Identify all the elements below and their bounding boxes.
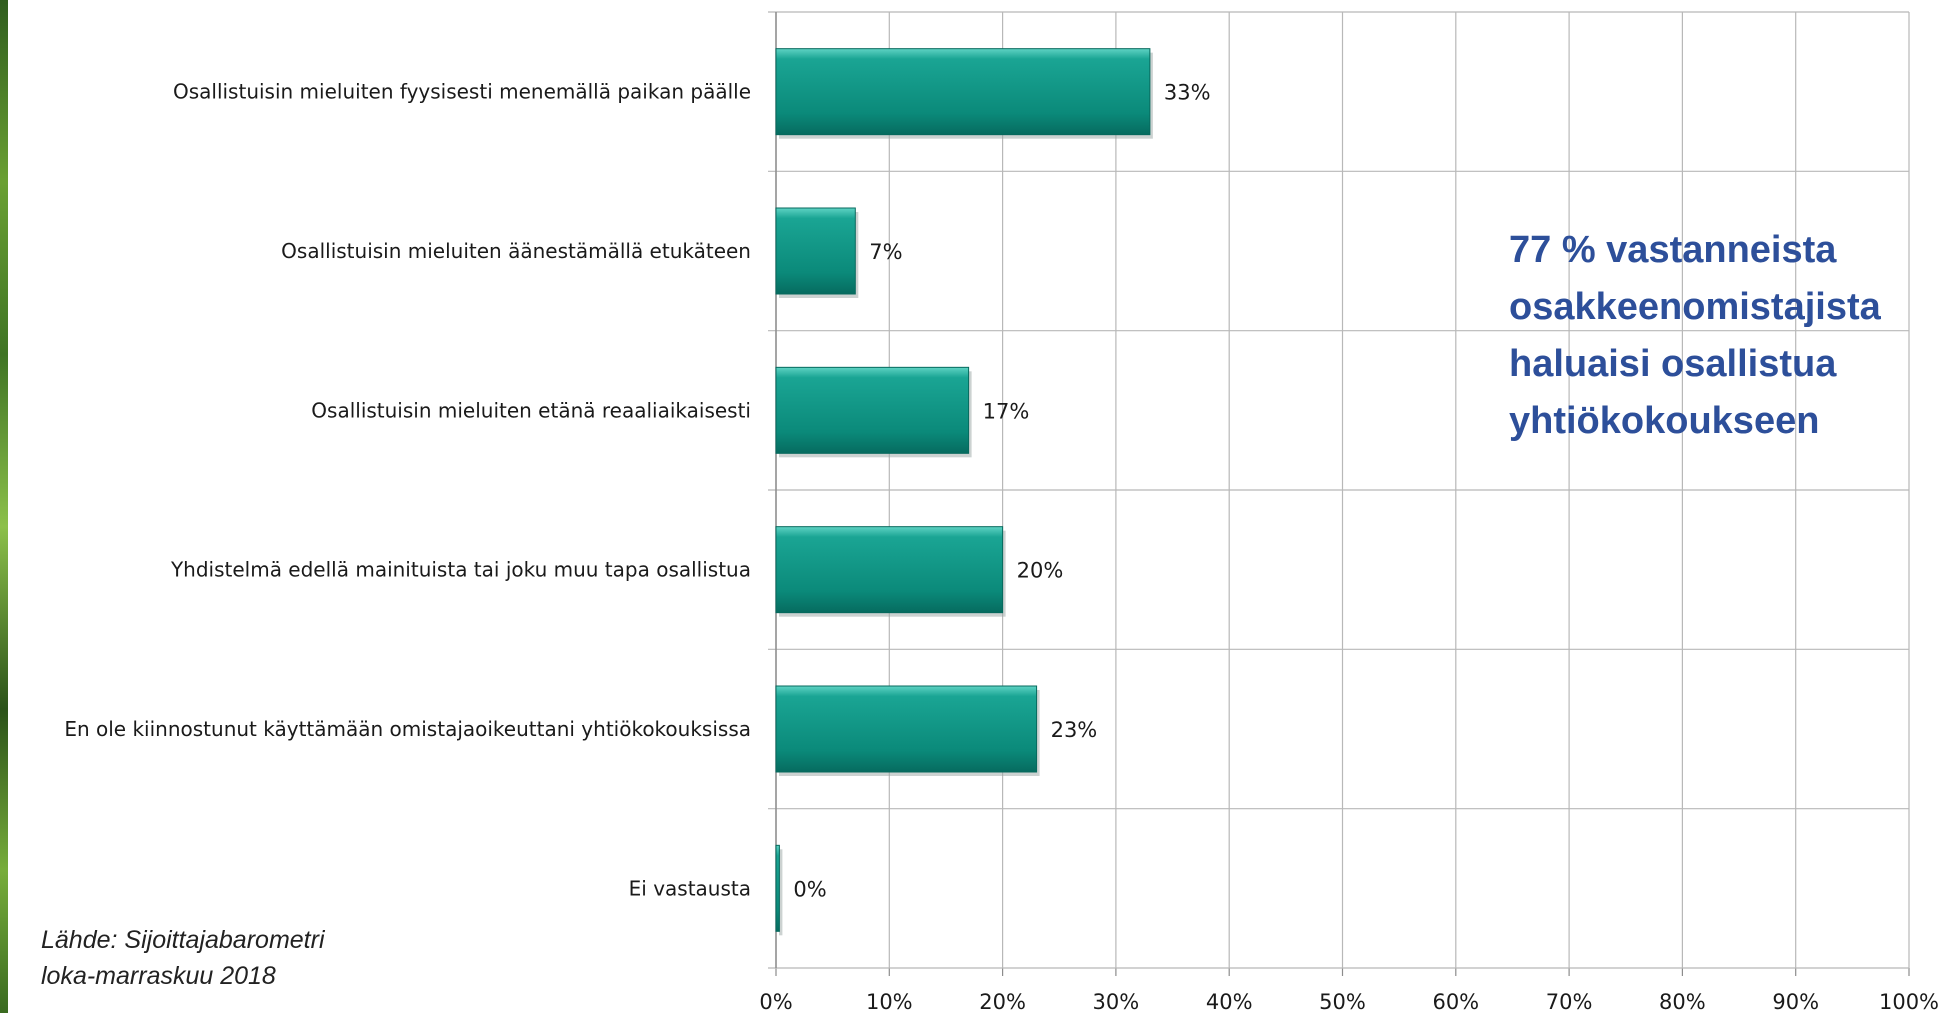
bar xyxy=(775,844,780,932)
annotation-line: osakkeenomistajista xyxy=(1509,286,1881,328)
category-label: Osallistuisin mieluiten äänestämällä etu… xyxy=(281,239,751,263)
annotation-line: 77 % vastanneista xyxy=(1509,229,1837,271)
bar xyxy=(775,366,970,454)
category-label: En ole kiinnostunut käyttämään omistajao… xyxy=(64,717,751,741)
source-line: Lähde: Sijoittajabarometri xyxy=(41,926,325,954)
data-label: 0% xyxy=(793,877,826,901)
data-label: 33% xyxy=(1164,81,1211,105)
x-tick-label: 40% xyxy=(1206,990,1253,1013)
x-tick-label: 80% xyxy=(1659,990,1706,1013)
annotation-line: yhtiökokoukseen xyxy=(1509,400,1820,442)
data-label: 20% xyxy=(1017,559,1064,583)
x-tick-label: 60% xyxy=(1432,990,1479,1013)
annotation-line: haluaisi osallistua xyxy=(1509,343,1837,385)
x-tick-label: 20% xyxy=(979,990,1026,1013)
x-tick-label: 10% xyxy=(866,990,913,1013)
category-label: Osallistuisin mieluiten etänä reaaliaika… xyxy=(311,398,751,422)
x-tick-label: 50% xyxy=(1319,990,1366,1013)
grid xyxy=(768,11,1910,976)
source-note: Lähde: Sijoittajabarometri loka-marrasku… xyxy=(41,922,325,994)
data-label: 23% xyxy=(1051,718,1098,742)
category-label: Ei vastausta xyxy=(629,876,751,900)
decorative-left-strip xyxy=(0,0,8,1013)
category-label: Osallistuisin mieluiten fyysisesti menem… xyxy=(173,80,751,104)
labels: 0% 10% 20% 30% 40% 50% 60% 70% 80% 90% 100% Osallis… xyxy=(64,80,1939,1013)
source-line: loka-marraskuu 2018 xyxy=(41,962,276,990)
bar-shadow xyxy=(779,849,783,936)
x-tick-label: 90% xyxy=(1772,990,1819,1013)
x-tick-label: 70% xyxy=(1546,990,1593,1013)
bar xyxy=(775,526,1004,614)
category-label: Yhdistelmä edellä mainituista tai joku m… xyxy=(170,558,751,582)
annotation-text: 77 % vastanneista osakkeenomistajista ha… xyxy=(1509,222,1939,450)
x-tick-label: 0% xyxy=(759,990,792,1013)
bar xyxy=(775,207,856,295)
bar xyxy=(775,685,1038,773)
x-tick-label: 100% xyxy=(1879,990,1939,1013)
x-tick-label: 30% xyxy=(1093,990,1140,1013)
data-label: 7% xyxy=(869,240,902,264)
bars xyxy=(775,48,1153,936)
bar xyxy=(775,48,1151,136)
data-label: 17% xyxy=(983,399,1030,423)
